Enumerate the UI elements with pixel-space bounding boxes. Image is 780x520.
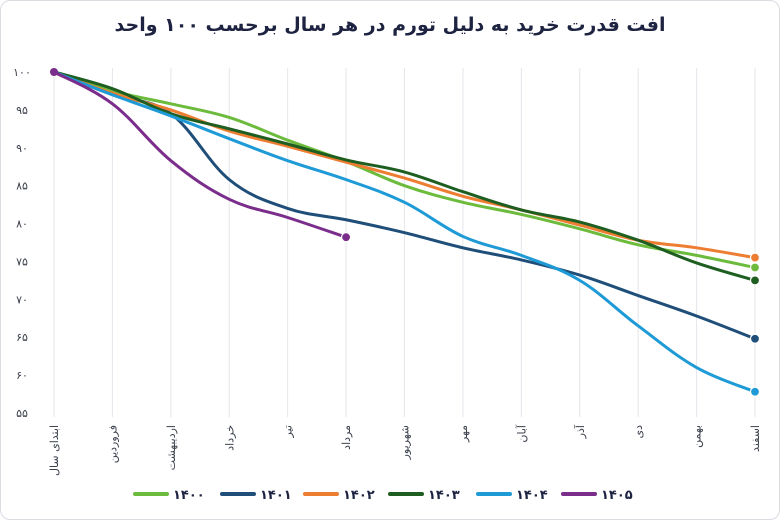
x-tick-label: اسفند <box>749 425 762 452</box>
legend-label-5: ۱۴۰۵ <box>601 488 633 503</box>
series-start-point <box>50 68 58 76</box>
series-lines <box>50 68 761 397</box>
series-end-point-2 <box>749 252 761 263</box>
y-tick-label: ۸۰ <box>16 218 28 231</box>
grid-lines <box>53 68 756 417</box>
legend-label-4: ۱۴۰۴ <box>516 488 548 503</box>
y-tick-label: ۸۵ <box>16 180 28 193</box>
x-tick-label: فروردین <box>106 425 119 463</box>
y-tick-label: ۶۰ <box>16 369 28 382</box>
legend-label-2: ۱۴۰۲ <box>343 488 375 503</box>
series-end-point-5 <box>340 232 352 243</box>
x-tick-label: آبان <box>514 424 528 442</box>
x-tick-label: بهمن <box>691 425 704 448</box>
x-tick-label: خرداد <box>223 425 236 451</box>
series-end-point-4 <box>749 386 761 397</box>
legend-label-3: ۱۴۰۳ <box>428 488 460 503</box>
series-line-3 <box>52 70 757 282</box>
y-tick-label: ۹۰ <box>16 142 28 155</box>
y-tick-label: ۹۵ <box>16 104 28 117</box>
x-tick-label: شهریور <box>399 425 412 460</box>
series-line-5 <box>52 70 348 239</box>
x-tick-label: دی <box>632 425 645 439</box>
x-tick-label: ابتدای سال <box>48 425 61 476</box>
legend-label-0: ۱۴۰۰ <box>173 488 205 503</box>
x-tick-label: مرداد <box>340 425 353 450</box>
y-tick-label: ۶۵ <box>16 331 28 344</box>
y-tick-label: ۵۵ <box>16 407 28 420</box>
y-axis-labels: ۱۰۰ ۹۵ ۹۰ ۸۵ ۸۰ ۷۵ ۷۰ ۶۵ ۶۰ ۵۵ <box>13 66 31 420</box>
y-tick-label: ۷۰ <box>16 293 28 306</box>
x-axis-labels: ابتدای سال فروردین اردیبهشت خرداد تیر مرداد شه… <box>48 424 762 476</box>
legend-label-1: ۱۴۰۱ <box>260 488 292 503</box>
series-line-4 <box>52 70 757 394</box>
x-tick-label: اردیبهشت <box>165 425 178 470</box>
x-tick-label: آذر <box>573 424 587 439</box>
chart-title: افت قدرت خرید به دلیل تورم در هر سال برح… <box>114 14 666 36</box>
x-tick-label: مهر <box>457 425 470 443</box>
series-end-point-1 <box>749 333 761 344</box>
series-end-point-3 <box>749 275 761 286</box>
series-end-point-0 <box>749 262 761 273</box>
y-tick-label: ۷۵ <box>16 255 28 268</box>
y-tick-label: ۱۰۰ <box>13 66 31 79</box>
series-line-0 <box>52 70 757 270</box>
x-tick-label: تیر <box>282 425 295 438</box>
legend: ۱۴۰۰ ۱۴۰۱ ۱۴۰۲ ۱۴۰۳ ۱۴۰۴ ۱۴۰۵ <box>133 488 633 503</box>
